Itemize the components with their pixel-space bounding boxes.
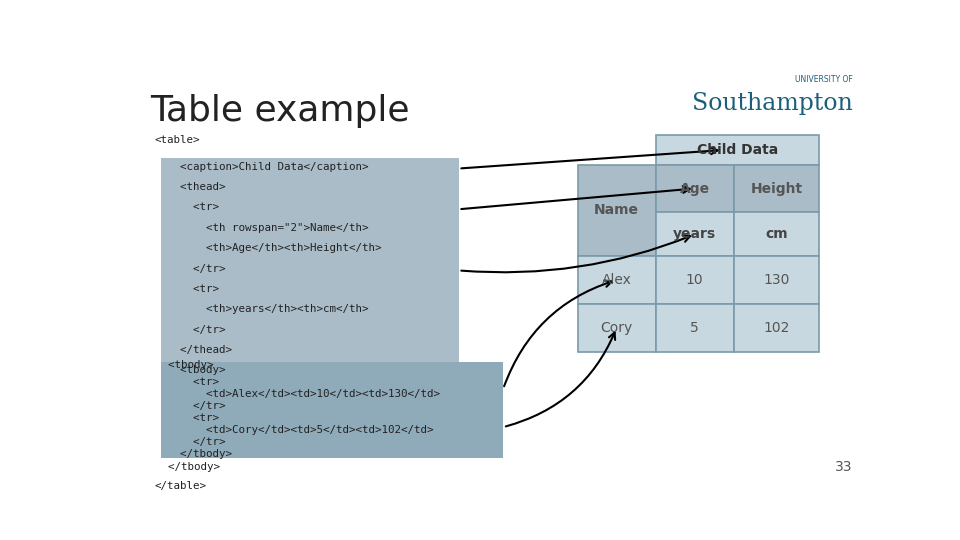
Text: <table>: <table> <box>155 136 201 145</box>
Bar <box>733 304 819 352</box>
Text: Southampton: Southampton <box>692 92 852 115</box>
Text: </thead>: </thead> <box>167 345 232 355</box>
Text: </tr>: </tr> <box>167 401 226 411</box>
Text: Height: Height <box>751 181 803 195</box>
Text: <tr>: <tr> <box>167 202 219 212</box>
Bar <box>733 165 819 212</box>
Text: Cory: Cory <box>601 321 633 335</box>
Bar <box>656 165 733 212</box>
Text: <td>Alex</td><td>10</td><td>130</td>: <td>Alex</td><td>10</td><td>130</td> <box>167 389 440 400</box>
Bar <box>656 304 733 352</box>
Text: 33: 33 <box>835 461 852 474</box>
Bar <box>733 212 819 256</box>
Text: Table example: Table example <box>150 94 409 128</box>
Text: </tr>: </tr> <box>167 325 226 335</box>
Text: <tbody>: <tbody> <box>155 360 213 370</box>
Bar <box>733 256 819 304</box>
Text: cm: cm <box>765 227 788 241</box>
Text: <tr>: <tr> <box>167 284 219 294</box>
Text: 102: 102 <box>763 321 790 335</box>
Bar <box>656 256 733 304</box>
Text: <tr>: <tr> <box>167 377 219 387</box>
Text: </tbody>: </tbody> <box>167 449 232 459</box>
FancyBboxPatch shape <box>161 362 503 458</box>
Text: years: years <box>673 227 716 241</box>
Text: Child Data: Child Data <box>697 143 779 157</box>
Text: <tbody>: <tbody> <box>167 366 226 375</box>
Text: <th rowspan="2">Name</th>: <th rowspan="2">Name</th> <box>167 223 369 233</box>
Text: 130: 130 <box>763 273 790 287</box>
Text: </table>: </table> <box>155 481 207 491</box>
Text: Alex: Alex <box>602 273 632 287</box>
Bar <box>578 304 656 352</box>
Text: 10: 10 <box>686 273 704 287</box>
Text: Age: Age <box>680 181 709 195</box>
Text: <td>Cory</td><td>5</td><td>102</td>: <td>Cory</td><td>5</td><td>102</td> <box>167 425 433 435</box>
Text: UNIVERSITY OF: UNIVERSITY OF <box>795 75 852 84</box>
Bar <box>578 256 656 304</box>
Text: </tbody>: </tbody> <box>155 462 220 472</box>
Text: </tr>: </tr> <box>167 264 226 274</box>
Text: 5: 5 <box>690 321 699 335</box>
Bar <box>578 165 656 256</box>
Text: Name: Name <box>594 204 639 217</box>
Text: </tr>: </tr> <box>167 437 226 447</box>
Text: <caption>Child Data</caption>: <caption>Child Data</caption> <box>167 161 369 172</box>
Text: <th>Age</th><th>Height</th>: <th>Age</th><th>Height</th> <box>167 243 381 253</box>
Text: <thead>: <thead> <box>167 182 226 192</box>
Text: <th>years</th><th>cm</th>: <th>years</th><th>cm</th> <box>167 305 369 314</box>
Bar <box>656 212 733 256</box>
Bar <box>656 136 819 165</box>
FancyBboxPatch shape <box>161 158 459 362</box>
Text: <tr>: <tr> <box>167 413 219 423</box>
